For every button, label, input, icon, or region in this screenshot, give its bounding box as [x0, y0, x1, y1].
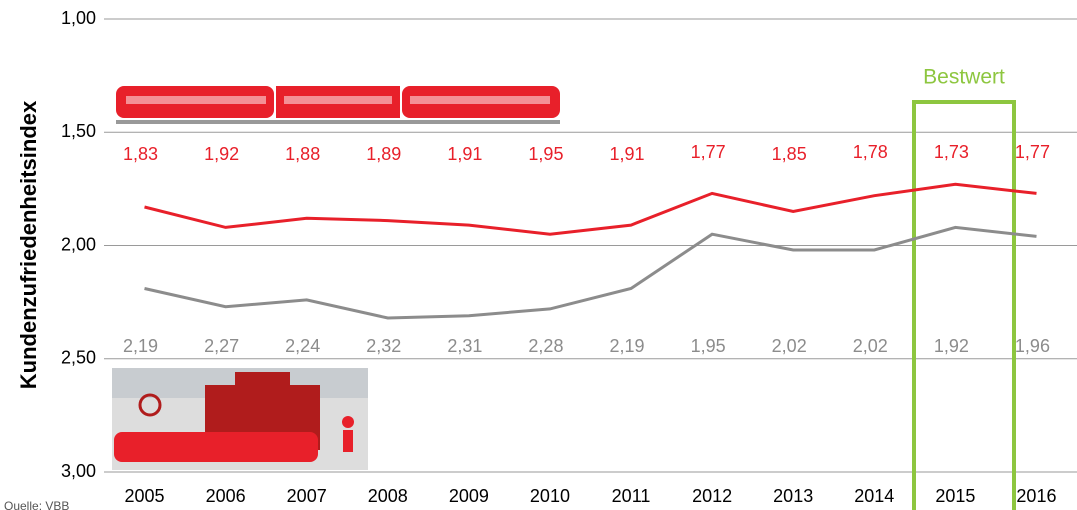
value-label: 1,91: [610, 144, 645, 164]
value-label: 2,02: [772, 336, 807, 356]
value-label: 1,88: [285, 144, 320, 164]
value-label: 2,31: [447, 336, 482, 356]
x-tick-label: 2013: [773, 486, 813, 506]
value-label: 1,92: [934, 336, 969, 356]
y-tick-label: 1,50: [61, 121, 96, 141]
value-label: 1,73: [934, 142, 969, 162]
x-tick-label: 2007: [287, 486, 327, 506]
source: Quelle: VBB: [4, 499, 69, 510]
value-label: 1,95: [691, 336, 726, 356]
value-label: 2,19: [123, 336, 158, 356]
value-label: 1,89: [366, 144, 401, 164]
station-illustration: [112, 368, 368, 470]
x-tick-label: 2012: [692, 486, 732, 506]
x-tick-label: 2015: [935, 486, 975, 506]
x-tick-label: 2016: [1016, 486, 1056, 506]
chart: Kundenzufriedenheitsindex Bestwert Quell…: [0, 0, 1077, 510]
value-label: 1,77: [1015, 142, 1050, 162]
y-tick-label: 2,50: [61, 348, 96, 368]
x-tick-label: 2014: [854, 486, 894, 506]
value-label: 2,19: [610, 336, 645, 356]
value-label: 1,85: [772, 144, 807, 164]
y-tick-label: 2,00: [61, 234, 96, 254]
y-tick-label: 1,00: [61, 8, 96, 28]
value-label: 2,28: [528, 336, 563, 356]
value-label: 1,95: [528, 144, 563, 164]
x-tick-label: 2011: [612, 486, 651, 506]
x-tick-label: 2009: [449, 486, 489, 506]
value-label: 2,24: [285, 336, 320, 356]
annotation: Bestwert: [923, 66, 1005, 89]
value-label: 2,02: [853, 336, 888, 356]
train-illustration: [112, 84, 562, 126]
x-tick-label: 2005: [125, 486, 165, 506]
series-line: [145, 184, 1037, 234]
value-label: 2,27: [204, 336, 239, 356]
value-label: 1,83: [123, 144, 158, 164]
value-label: 1,96: [1015, 336, 1050, 356]
value-label: 1,92: [204, 144, 239, 164]
value-label: 2,32: [366, 336, 401, 356]
series-line: [145, 227, 1037, 318]
highlight-box: [914, 102, 1014, 510]
x-tick-label: 2008: [368, 486, 408, 506]
value-label: 1,91: [447, 144, 482, 164]
value-label: 1,77: [691, 142, 726, 162]
y-tick-label: 3,00: [61, 461, 96, 481]
value-label: 1,78: [853, 142, 888, 162]
x-tick-label: 2010: [530, 486, 570, 506]
y-axis-title: Kundenzufriedenheitsindex: [16, 100, 41, 389]
x-tick-label: 2006: [206, 486, 246, 506]
